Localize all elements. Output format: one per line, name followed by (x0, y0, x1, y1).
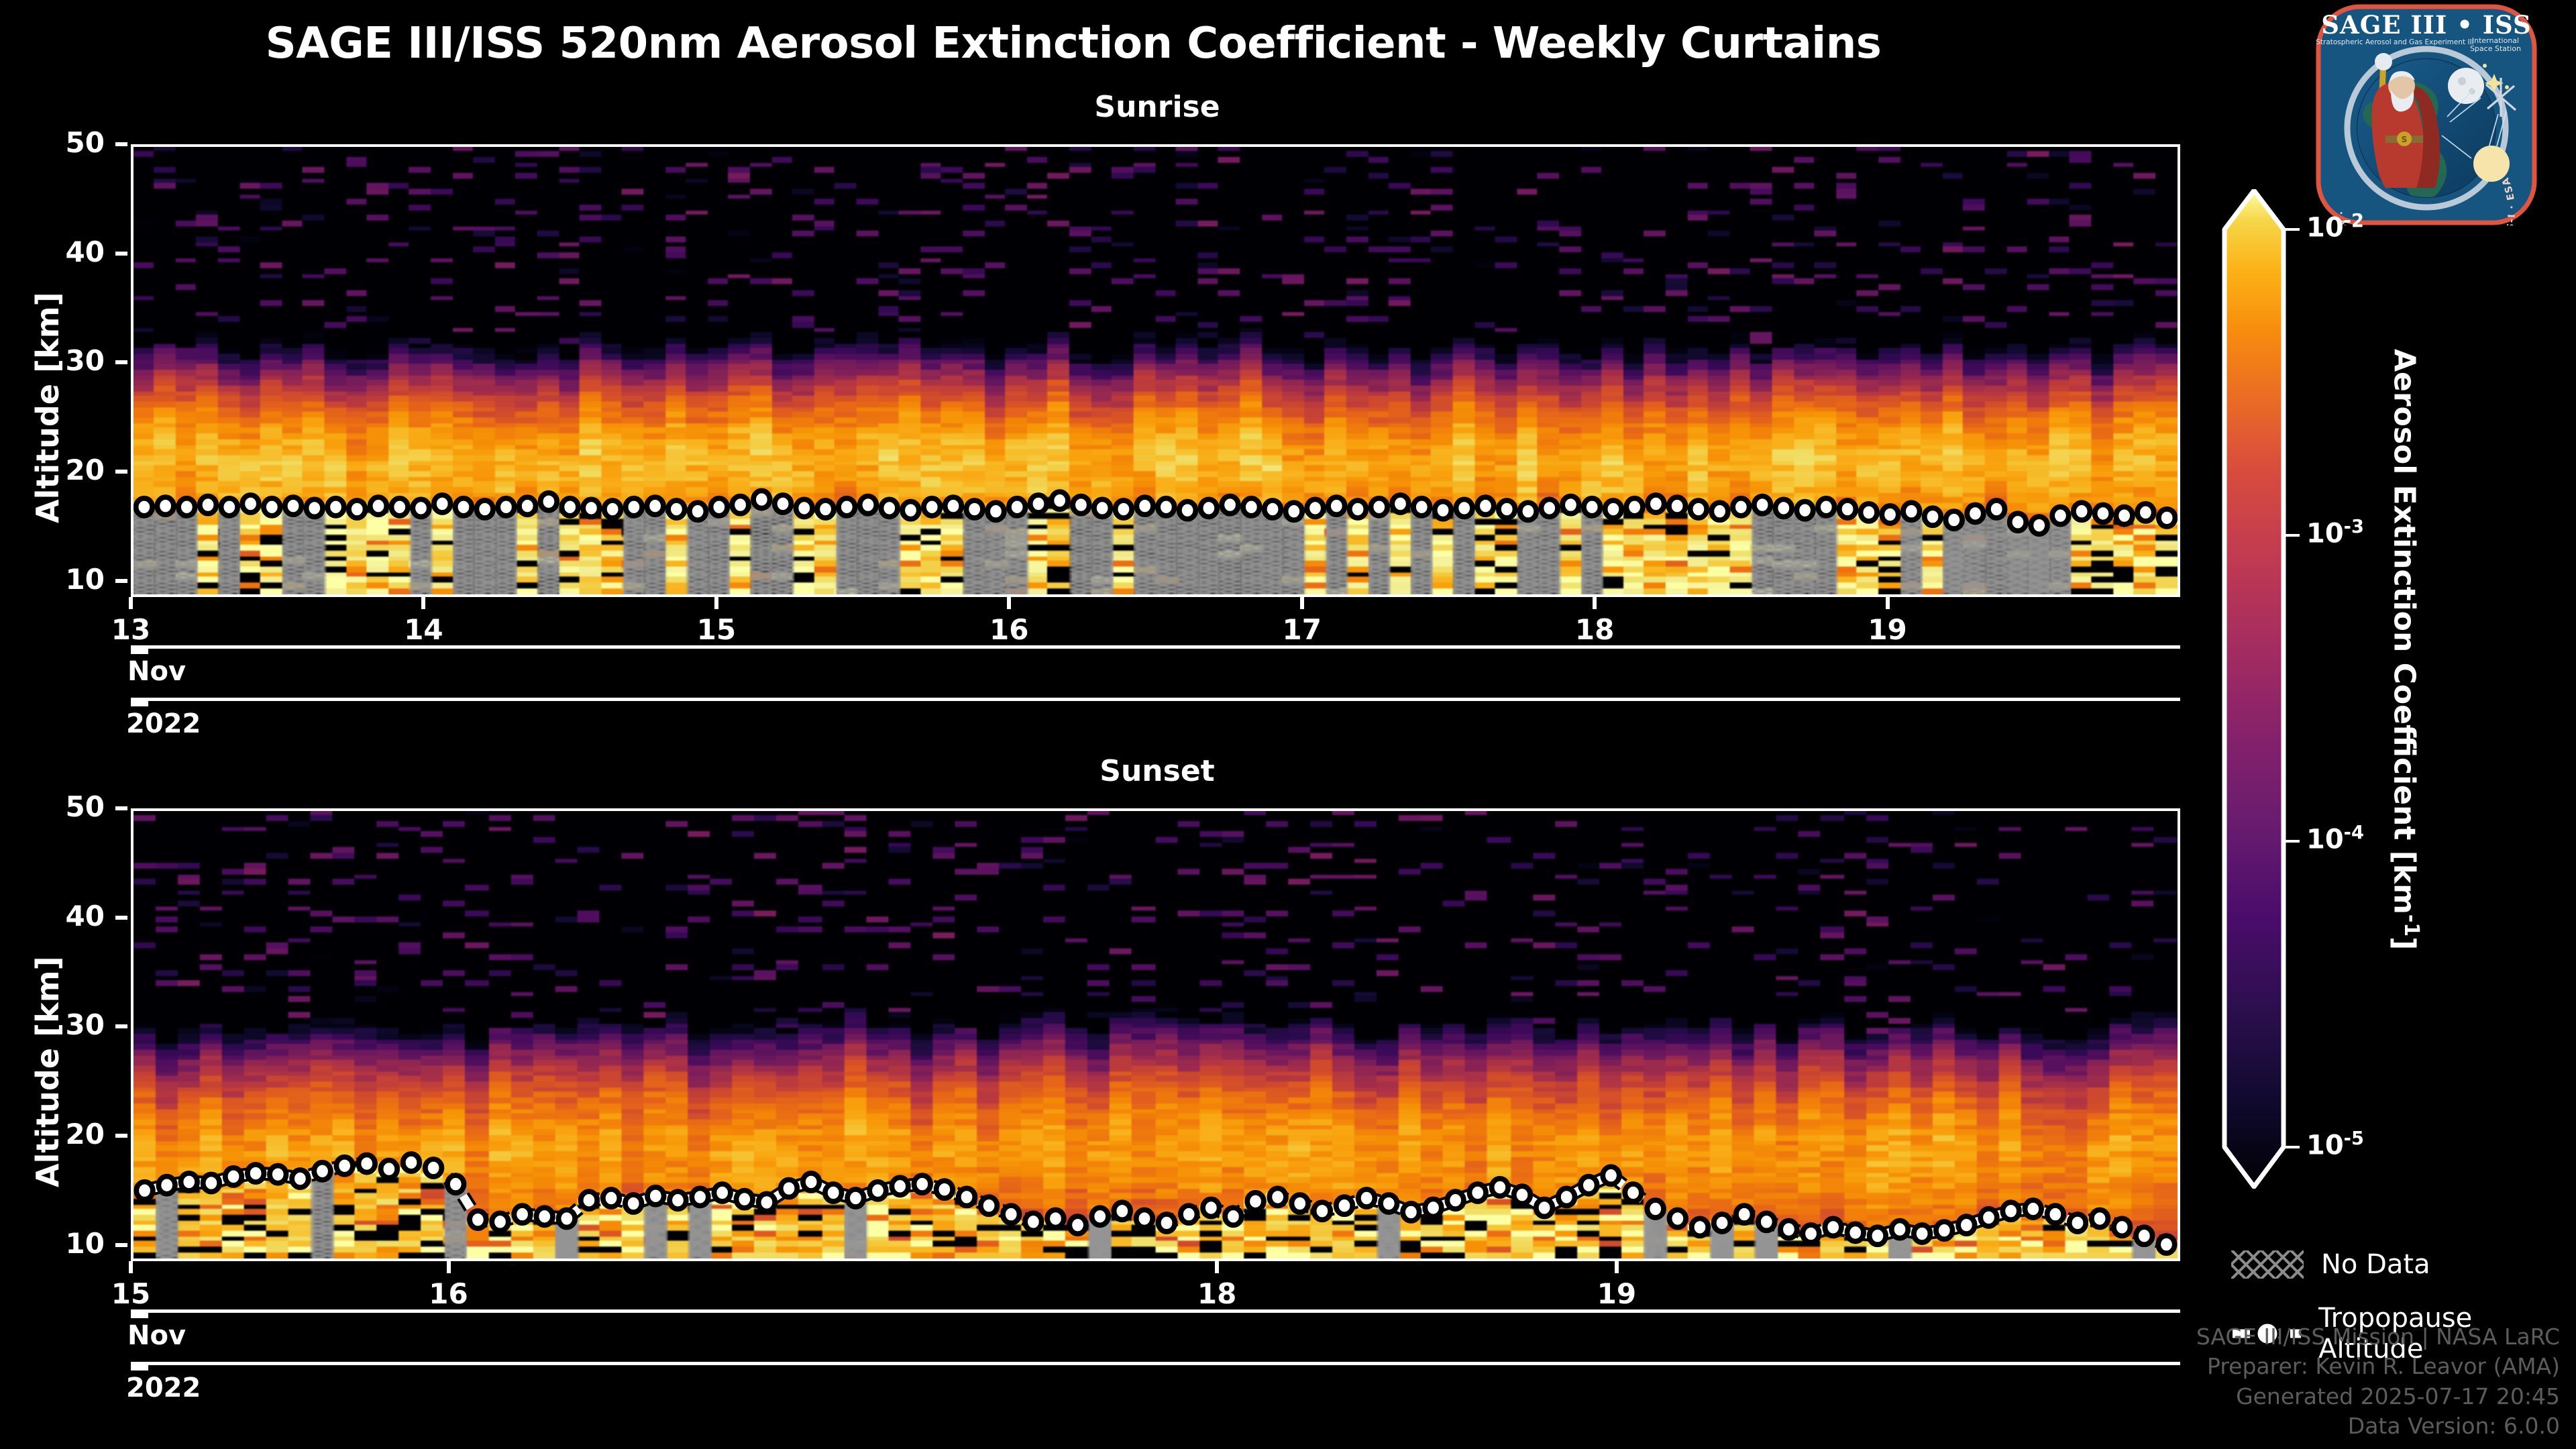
footer-credits: SAGE III/ISS Mission | NASA LaRC Prepare… (2196, 1322, 2560, 1441)
tropopause-overlay-sunset (133, 1151, 2178, 1256)
tropopause-marker-icon (2233, 1322, 2302, 1346)
legend-item-tropopause[interactable]: Tropopause Altitude (2231, 1303, 2576, 1364)
y-tick-label: 40 (65, 235, 105, 268)
y-tick-label: 30 (65, 344, 105, 378)
x-tick-label: 18 (1574, 613, 1615, 646)
month-label-sunset: Nov (127, 1320, 186, 1351)
month-rule-tick-sunrise (131, 645, 148, 654)
y-tick-mark (115, 469, 127, 474)
x-tick-mark (1215, 1261, 1220, 1273)
y-tick-mark (115, 806, 127, 810)
colorbar-title-main: Aerosol Extinction Coefficient [km (2387, 349, 2422, 914)
colorbar-tick-mark (2285, 840, 2300, 843)
y-tick-mark (115, 915, 127, 920)
year-rule-sunrise (131, 698, 2180, 701)
hatch-icon (2231, 1250, 2304, 1279)
x-tick-label: 19 (1868, 613, 1907, 646)
svg-text:Stratospheric Aerosol and Gas: Stratospheric Aerosol and Gas Experiment… (2316, 38, 2474, 46)
y-axis-label-sunset: Altitude [km] (30, 956, 66, 1187)
x-tick-mark (1299, 597, 1304, 609)
tropopause-overlay-sunrise (133, 488, 2178, 537)
footer-line-4: Data Version: 6.0.0 (2347, 1412, 2560, 1439)
x-tick-label: 18 (1197, 1277, 1237, 1310)
colorbar-tick-mark (2285, 1146, 2300, 1148)
month-label-sunrise: Nov (127, 656, 186, 687)
svg-text:Space Station: Space Station (2470, 44, 2521, 53)
svg-text:International: International (2472, 36, 2519, 45)
x-tick-label: 17 (1282, 613, 1322, 646)
legend-item-no-data[interactable]: No Data (2231, 1249, 2576, 1280)
year-label-sunrise: 2022 (126, 708, 201, 739)
colorbar[interactable] (2219, 188, 2300, 1189)
footer-line-3: Generated 2025-07-17 20:45 (2236, 1383, 2560, 1409)
x-tick-mark (1593, 597, 1597, 609)
y-tick-label: 30 (65, 1008, 105, 1042)
y-tick-label: 50 (65, 790, 105, 823)
y-tick-mark (115, 251, 127, 256)
x-tick-mark (1885, 597, 1890, 609)
year-rule-sunset (131, 1362, 2180, 1365)
colorbar-title: Aerosol Extinction Coefficient [km-1] (2387, 349, 2423, 950)
y-tick-mark (115, 1024, 127, 1029)
y-tick-label: 10 (65, 562, 105, 596)
svg-text:S: S (2402, 135, 2408, 144)
colorbar-tick-label: 10-5 (2306, 1128, 2364, 1161)
x-tick-mark (714, 597, 718, 609)
x-tick-mark (446, 1261, 451, 1273)
x-tick-mark (129, 1261, 133, 1273)
plot-area-sunset[interactable] (131, 808, 2180, 1261)
heatmap-sunrise (133, 147, 2178, 594)
x-tick-label: 14 (404, 613, 443, 646)
y-tick-label: 50 (65, 126, 105, 159)
plot-area-sunrise[interactable] (131, 144, 2180, 597)
month-rule-tick-sunset (131, 1309, 148, 1318)
y-tick-mark (115, 578, 127, 583)
x-tick-label: 13 (111, 613, 151, 646)
colorbar-svg (2222, 188, 2286, 1189)
x-tick-mark (1614, 1261, 1619, 1273)
colorbar-tick-label: 10-3 (2306, 517, 2364, 549)
y-tick-mark (115, 1133, 127, 1138)
x-tick-label: 15 (111, 1277, 151, 1310)
footer-line-2: Preparer: Kevin R. Leavor (AMA) (2207, 1353, 2560, 1380)
year-rule-tick-sunrise (131, 698, 148, 706)
y-tick-mark (115, 142, 127, 146)
page-title: SAGE III/ISS 520nm Aerosol Extinction Co… (265, 19, 1882, 68)
y-tick-label: 20 (65, 1117, 105, 1150)
heatmap-sunset (133, 811, 2178, 1258)
year-rule-tick-sunset (131, 1362, 148, 1371)
y-axis-label-sunrise: Altitude [km] (30, 292, 66, 523)
colorbar-title-exponent: -1 (2400, 914, 2423, 937)
x-tick-label: 16 (429, 1277, 468, 1310)
colorbar-title-tail: ] (2387, 936, 2422, 951)
y-tick-mark (115, 1242, 127, 1247)
x-tick-label: 16 (989, 613, 1029, 646)
colorbar-tick-mark (2285, 534, 2300, 537)
legend-label-no-data: No Data (2321, 1249, 2430, 1280)
x-tick-mark (421, 597, 426, 609)
x-tick-label: 15 (696, 613, 737, 646)
year-label-sunset: 2022 (126, 1373, 201, 1403)
legend-label-tropopause: Tropopause Altitude (2318, 1303, 2473, 1364)
x-tick-mark (1007, 597, 1012, 609)
footer-line-1: SAGE III/ISS Mission | NASA LaRC (2196, 1324, 2560, 1350)
legend: No Data Tropopause Altitude (2231, 1249, 2576, 1364)
x-tick-label: 19 (1597, 1277, 1637, 1310)
x-tick-mark (129, 597, 133, 609)
svg-text:SAGE III • ISS: SAGE III • ISS (2321, 10, 2531, 40)
month-rule-sunrise (131, 645, 2180, 649)
panel-title-sunset: Sunset (1099, 754, 1215, 788)
mission-patch-svg: SAGE III • ISS Stratospheric Aerosol and… (2312, 0, 2537, 303)
y-tick-mark (115, 360, 127, 365)
y-tick-label: 40 (65, 899, 105, 932)
y-tick-label: 20 (65, 453, 105, 486)
colorbar-tick-label: 10-2 (2306, 211, 2364, 244)
y-tick-label: 10 (65, 1226, 105, 1260)
mission-patch: SAGE III • ISS Stratospheric Aerosol and… (2312, 0, 2537, 303)
colorbar-tick-mark (2285, 228, 2300, 231)
colorbar-tick-label: 10-4 (2306, 822, 2364, 855)
panel-title-sunrise: Sunrise (1094, 90, 1220, 124)
month-rule-sunset (131, 1309, 2180, 1313)
